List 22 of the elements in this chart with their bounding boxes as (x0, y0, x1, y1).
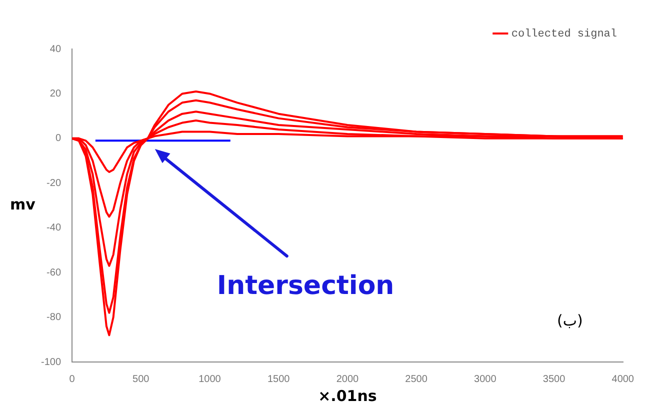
y-tick-label: -60 (46, 267, 62, 278)
x-tick-label: 1000 (198, 374, 222, 385)
x-tick-label: 500 (132, 374, 150, 385)
y-tick-label: -100 (41, 356, 62, 368)
x-tick-label: 0 (69, 374, 76, 385)
x-tick-label: 2500 (405, 374, 428, 385)
y-tick-label: 0 (55, 133, 62, 144)
legend-label: collected signal (511, 28, 618, 40)
y-tick-label: -80 (46, 312, 62, 324)
x-tick-label: 4000 (612, 374, 634, 385)
annotation: (ب) (557, 311, 583, 330)
y-tick-label: -20 (46, 178, 62, 189)
x-tick-label: 2000 (336, 374, 360, 385)
x-axis-title: ×.01ns (318, 386, 377, 405)
annotation: Intersection (216, 270, 394, 301)
x-tick-label: 3000 (474, 374, 497, 385)
y-axis-title: mv (10, 195, 36, 214)
y-tick-label: 40 (50, 44, 62, 55)
y-tick-label: -40 (46, 222, 62, 234)
x-tick-label: 3500 (542, 374, 566, 385)
x-tick-label: 1500 (267, 374, 290, 385)
y-tick-label: 20 (50, 88, 62, 100)
